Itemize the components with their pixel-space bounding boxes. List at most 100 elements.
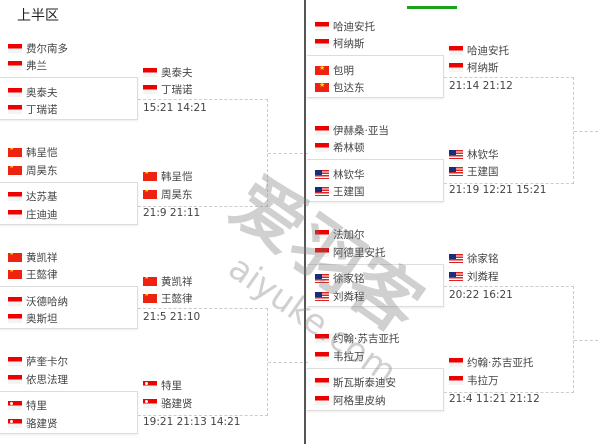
player-row[interactable]: 柯纳斯 xyxy=(449,60,499,76)
player-row[interactable]: 骆建贤 xyxy=(143,395,193,411)
flag-mas-icon xyxy=(315,274,329,284)
player-row[interactable]: 林钦华 xyxy=(315,166,365,182)
player-name: 弗兰 xyxy=(26,60,47,72)
player-row[interactable]: 沃德哈纳 xyxy=(8,293,68,309)
player-row[interactable]: 特里 xyxy=(8,398,47,414)
player-name: 徐家铭 xyxy=(467,253,499,266)
flag-mas-icon xyxy=(449,167,463,177)
bracket-connector xyxy=(444,77,574,185)
player-name: 黄凯祥 xyxy=(26,251,58,264)
player-name: 沃德哈纳 xyxy=(26,295,68,308)
player-name: 奥斯坦 xyxy=(26,313,58,325)
player-row[interactable]: 达苏基 xyxy=(8,189,58,205)
player-row[interactable]: 庄迪迪 xyxy=(8,206,58,222)
player-name: 王懿律 xyxy=(161,293,193,305)
player-row[interactable]: 韩呈恺 xyxy=(8,145,58,161)
player-row[interactable]: 王懿律 xyxy=(8,267,58,283)
bracket-connector xyxy=(138,308,268,416)
player-row[interactable]: 包达东 xyxy=(315,80,365,96)
player-row[interactable]: 奥泰夫 xyxy=(143,64,193,80)
player-row[interactable]: 阿格里皮纳 xyxy=(315,392,386,408)
flag-ina-icon xyxy=(8,374,22,384)
player-row[interactable]: 王建国 xyxy=(449,164,499,180)
flag-mas-icon xyxy=(449,271,463,281)
flag-mas-icon xyxy=(315,187,329,197)
player-name: 特里 xyxy=(161,380,182,392)
player-row[interactable]: 丁瑞诺 xyxy=(143,82,193,98)
player-row[interactable]: 萨奎卡尔 xyxy=(8,354,68,370)
player-row[interactable]: 骆建贤 xyxy=(8,415,58,431)
player-row[interactable]: 王建国 xyxy=(315,184,365,200)
player-row[interactable]: 韩呈恺 xyxy=(143,169,193,185)
player-row[interactable]: 刘粦程 xyxy=(449,268,499,284)
player-name: 奥泰夫 xyxy=(26,86,58,99)
match-score: 20:22 16:21 xyxy=(449,288,513,301)
flag-chn-icon xyxy=(143,276,157,286)
match-box xyxy=(307,367,444,411)
player-row[interactable]: 王懿律 xyxy=(143,291,193,307)
player-name: 骆建贤 xyxy=(161,397,193,410)
flag-vie-icon xyxy=(315,65,329,75)
player-name: 柯纳斯 xyxy=(333,38,365,50)
flag-sgp-icon xyxy=(8,401,22,410)
match-box xyxy=(307,55,444,98)
flag-chn-icon xyxy=(143,294,157,303)
player-name: 韩呈恺 xyxy=(26,147,58,159)
player-name: 约翰·苏吉亚托 xyxy=(467,357,534,370)
flag-ina-icon xyxy=(315,395,329,405)
player-row[interactable]: 希林顿 xyxy=(315,140,365,156)
player-name: 周昊东 xyxy=(161,188,193,201)
player-row[interactable]: 约翰·苏吉亚托 xyxy=(315,331,399,347)
flag-mas-icon xyxy=(315,169,329,179)
player-row[interactable]: 韦拉万 xyxy=(315,348,365,364)
player-row[interactable]: 韦拉万 xyxy=(449,372,499,388)
player-name: 达苏基 xyxy=(26,191,58,203)
flag-ina-icon xyxy=(8,105,22,114)
player-row[interactable]: 黄凯祥 xyxy=(8,249,58,265)
match-score: 21:19 12:21 15:21 xyxy=(449,184,547,197)
player-name: 韩呈恺 xyxy=(161,171,193,183)
player-row[interactable]: 特里 xyxy=(143,378,182,394)
player-row[interactable]: 奥斯坦 xyxy=(8,311,58,327)
player-row[interactable]: 包明 xyxy=(315,62,354,78)
player-name: 包明 xyxy=(333,64,354,77)
player-row[interactable]: 周昊东 xyxy=(8,162,58,178)
player-row[interactable]: 丁瑞诺 xyxy=(8,102,58,118)
player-row[interactable]: 周昊东 xyxy=(143,186,193,202)
flag-ina-icon xyxy=(8,192,22,201)
player-row[interactable]: 弗兰 xyxy=(8,58,47,74)
flag-sgp-icon xyxy=(143,398,157,408)
flag-chn-icon xyxy=(8,165,22,175)
player-name: 周昊东 xyxy=(26,164,58,177)
player-row[interactable]: 林钦华 xyxy=(449,146,499,162)
flag-ina-icon xyxy=(8,314,22,323)
player-row[interactable]: 约翰·苏吉亚托 xyxy=(449,355,533,371)
flag-mas-icon xyxy=(449,254,463,264)
player-row[interactable]: 依思法理 xyxy=(8,371,68,387)
match-score: 15:21 14:21 xyxy=(143,102,207,114)
player-name: 斯瓦斯泰迪安 xyxy=(333,377,396,390)
section-title: 上半区 xyxy=(17,8,59,24)
player-row[interactable]: 柯纳斯 xyxy=(315,36,365,52)
player-name: 林钦华 xyxy=(333,168,365,181)
player-name: 阿格里皮纳 xyxy=(333,394,386,407)
player-name: 骆建贤 xyxy=(26,417,58,430)
player-row[interactable]: 黄凯祥 xyxy=(143,273,193,289)
match-score: 19:21 21:13 14:21 xyxy=(143,415,241,428)
player-row[interactable]: 哈迪安托 xyxy=(449,42,509,58)
player-row[interactable]: 哈迪安托 xyxy=(315,18,375,34)
player-row[interactable]: 阿德里安托 xyxy=(315,244,386,260)
player-row[interactable]: 徐家铭 xyxy=(449,251,499,267)
match-score: 21:14 21:12 xyxy=(449,80,513,92)
player-row[interactable]: 斯瓦斯泰迪安 xyxy=(315,375,396,391)
flag-vie-icon xyxy=(315,83,329,92)
player-row[interactable]: 费尔南多 xyxy=(8,40,68,56)
player-row[interactable]: 法加尔 xyxy=(315,227,365,243)
player-row[interactable]: 刘粦程 xyxy=(315,288,365,304)
player-row[interactable]: 奥泰夫 xyxy=(8,84,58,100)
player-row[interactable]: 徐家铭 xyxy=(315,271,365,287)
flag-ina-icon xyxy=(8,43,22,53)
player-name: 奥泰夫 xyxy=(161,66,193,79)
player-row[interactable]: 伊赫桑·亚当 xyxy=(315,122,389,138)
